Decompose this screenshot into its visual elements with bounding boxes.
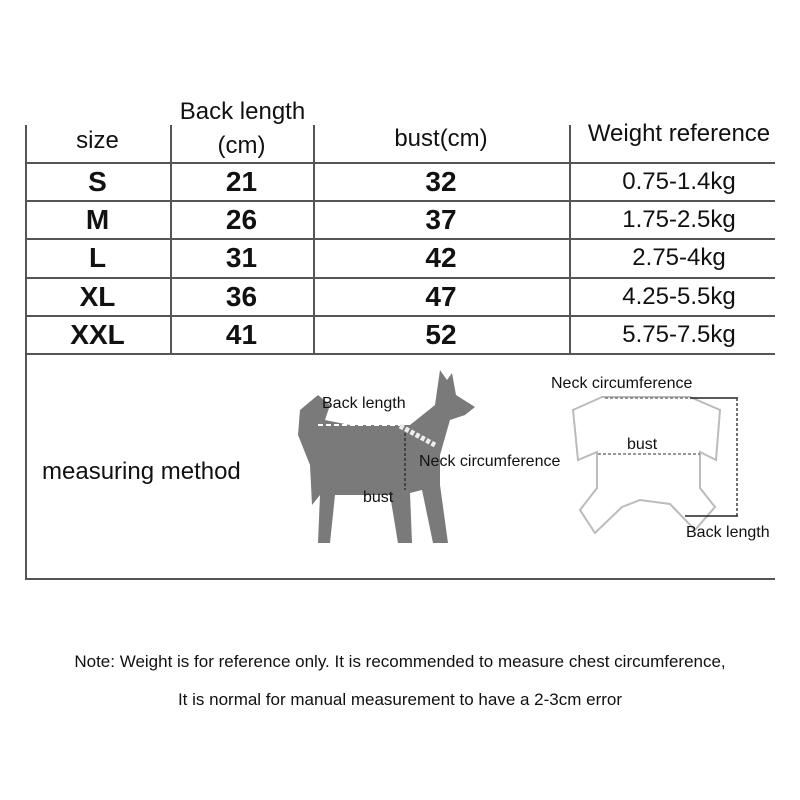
cell-weight: 4.25-5.5kg <box>622 283 736 310</box>
note-line-2: It is normal for manual measurement to h… <box>177 690 623 709</box>
header-size: size <box>76 127 119 154</box>
cell-weight: 5.75-7.5kg <box>622 321 736 348</box>
cell-size: XL <box>79 281 116 312</box>
garment-neck-label: Neck circumference <box>551 375 693 392</box>
cell-size: XXL <box>70 319 125 350</box>
cell-back-length: 26 <box>225 204 258 235</box>
cell-weight: 2.75-4kg <box>632 244 726 271</box>
measuring-method-label: measuring method <box>42 458 241 485</box>
dog-bust-label: bust <box>363 489 394 506</box>
garment-back-length-label: Back length <box>686 524 770 541</box>
cell-size: L <box>88 242 107 273</box>
garment-bust-label: bust <box>627 436 658 453</box>
row-divider <box>25 200 775 202</box>
cell-size: M <box>85 204 110 235</box>
header-weight: Weight reference <box>587 120 771 147</box>
dog-silhouette-icon <box>298 370 475 543</box>
cell-weight: 1.75-2.5kg <box>622 206 736 233</box>
table-border-left <box>25 125 27 579</box>
cell-bust: 47 <box>425 281 457 312</box>
table-border-bottom <box>25 578 775 580</box>
garment-diagram-icon <box>571 396 738 535</box>
header-bust: bust(cm) <box>394 125 488 152</box>
dog-back-length-label: Back length <box>322 395 406 412</box>
cell-back-length: 21 <box>225 166 258 197</box>
row-divider <box>25 277 775 279</box>
cell-back-length: 31 <box>225 242 258 273</box>
cell-bust: 52 <box>425 319 457 350</box>
header-back-length: Back length <box>179 98 306 125</box>
cell-size: S <box>88 166 107 197</box>
row-divider <box>25 353 775 355</box>
header-back-length-unit: (cm) <box>217 132 266 159</box>
row-divider <box>25 315 775 317</box>
cell-back-length: 36 <box>225 281 258 312</box>
cell-back-length: 41 <box>225 319 258 350</box>
note-line-1: Note: Weight is for reference only. It i… <box>74 652 726 671</box>
cell-weight: 0.75-1.4kg <box>622 168 736 195</box>
cell-bust: 42 <box>425 242 457 273</box>
row-divider <box>25 162 775 164</box>
cell-bust: 37 <box>425 204 457 235</box>
dog-neck-label: Neck circumference <box>419 453 561 470</box>
cell-bust: 32 <box>425 166 457 197</box>
row-divider <box>25 238 775 240</box>
